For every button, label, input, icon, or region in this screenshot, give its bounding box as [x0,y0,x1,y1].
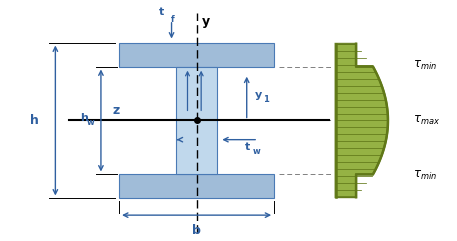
Polygon shape [335,44,388,197]
Text: t: t [244,142,250,152]
Text: y: y [255,90,262,100]
Text: z: z [112,104,120,117]
Text: f: f [170,15,175,24]
Bar [119,43,274,67]
Text: h: h [31,114,39,127]
Bar [119,174,274,198]
Text: b: b [192,223,201,236]
Text: $\tau_{min}$: $\tau_{min}$ [413,59,437,72]
Text: $\tau_{min}$: $\tau_{min}$ [413,169,437,182]
Bar [176,67,217,174]
Text: 1: 1 [263,95,269,104]
Text: w: w [253,147,260,156]
Text: w: w [87,118,95,127]
Text: t: t [159,7,164,17]
Text: y: y [202,15,210,28]
Text: $\tau_{max}$: $\tau_{max}$ [413,114,440,127]
Text: h: h [80,113,88,123]
